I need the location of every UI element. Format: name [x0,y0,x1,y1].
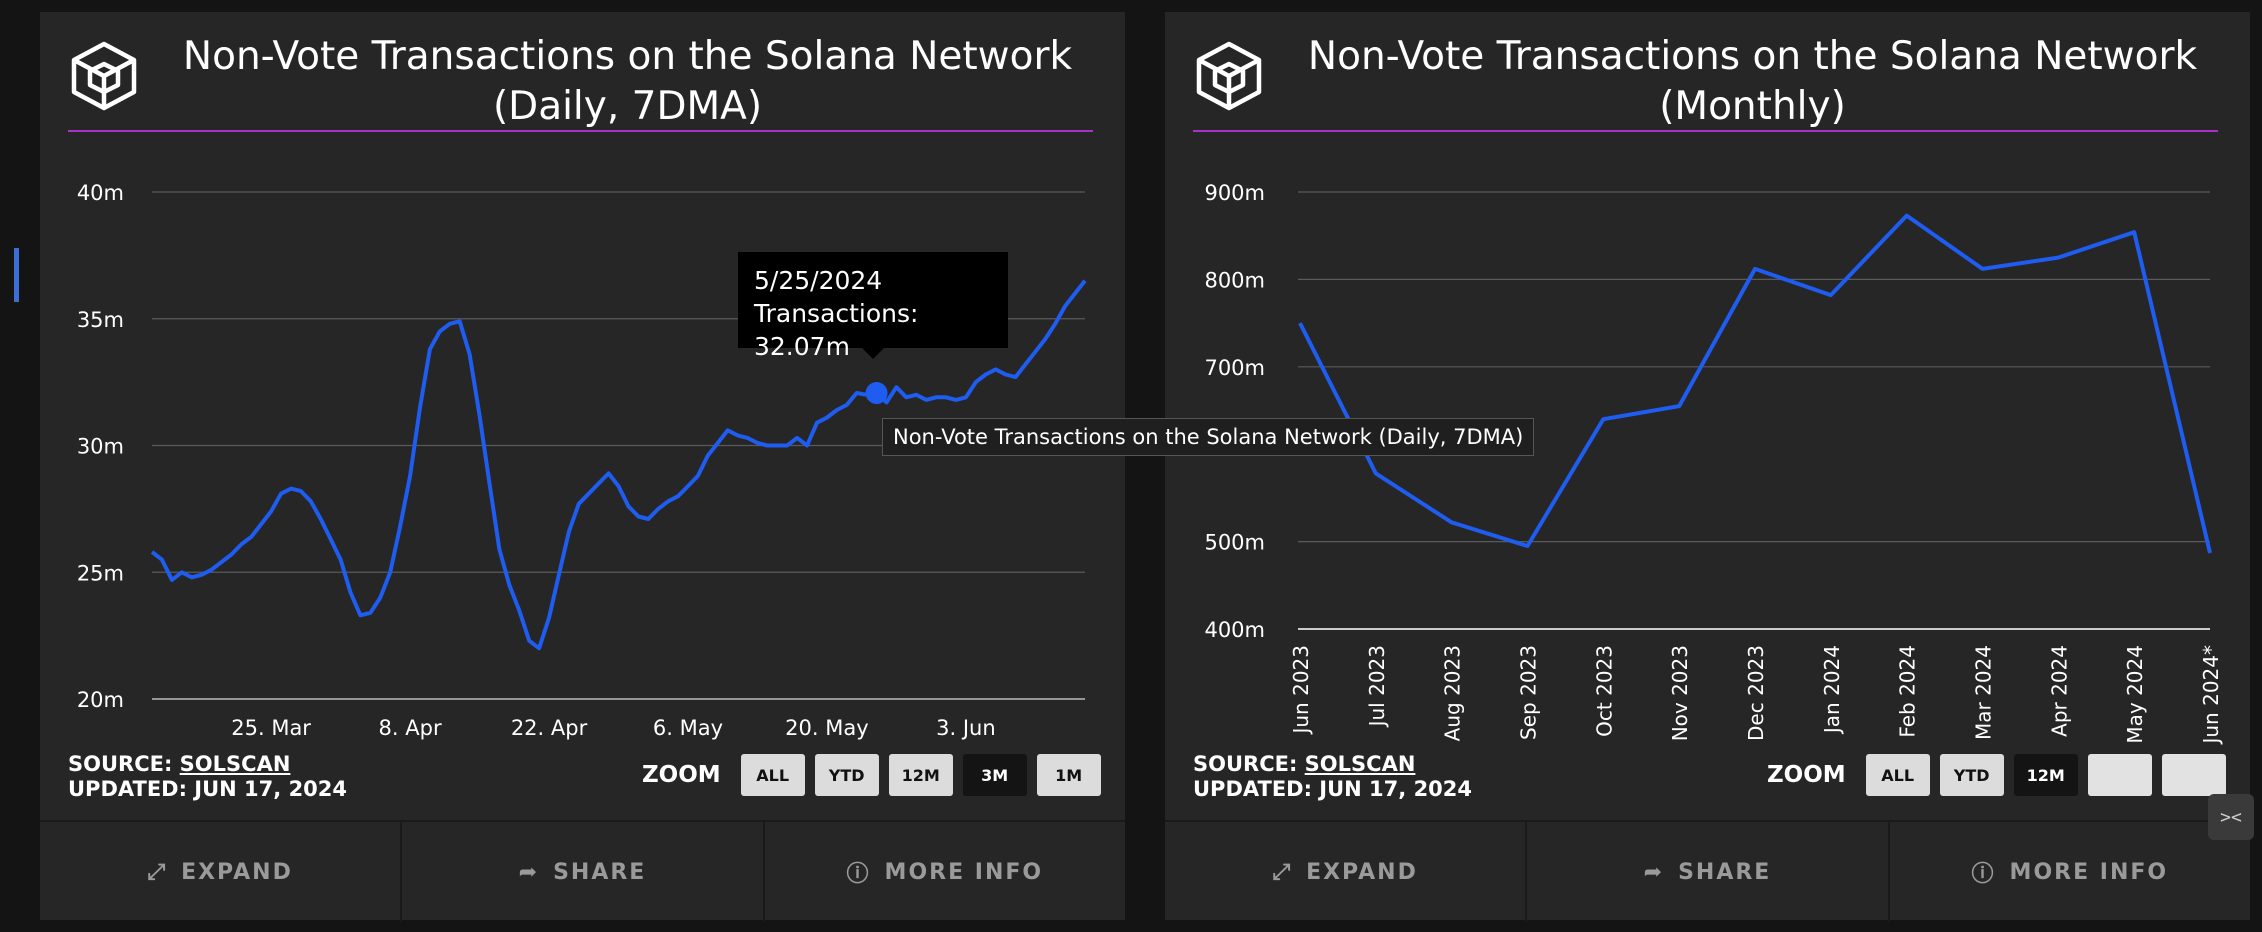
share-button[interactable]: ➦ SHARE [402,822,765,922]
collapse-widget-icon[interactable]: >< [2208,794,2254,840]
x-tick-label: Feb 2024 [1896,645,1920,738]
y-tick-label: 900m [1204,181,1265,205]
source-label: SOURCE: [1193,752,1298,776]
zoom-blank-button[interactable] [2161,754,2226,796]
expand-button[interactable]: ⤢ EXPAND [40,822,403,922]
card-footer: ⤢ EXPAND ➦ SHARE ⓘ MORE INFO [40,820,1125,922]
x-tick-label: Aug 2023 [1441,645,1465,741]
y-tick-label: 25m [77,561,124,585]
source-link[interactable]: SOLSCAN [1304,752,1416,776]
zoom-1m-button[interactable]: 1M [1036,754,1101,796]
x-tick-label: Jun 2023 [1289,645,1313,736]
updated-date: UPDATED: JUN 17, 2024 [1193,777,1473,801]
zoom-controls: ZOOM ALL YTD 12M 3M 1M [642,754,1101,796]
expand-label: EXPAND [181,859,293,885]
zoom-12m-button[interactable]: 12M [2013,754,2078,796]
card-footer: ⤢ EXPAND ➦ SHARE ⓘ MORE INFO [1165,820,2250,922]
x-tick-label: Nov 2023 [1668,645,1692,741]
chart-card-monthly: Non-Vote Transactions on the Solana Netw… [1165,12,2250,922]
card-header: Non-Vote Transactions on the Solana Netw… [40,12,1125,132]
series-name-tooltip: Non-Vote Transactions on the Solana Netw… [882,418,1535,456]
block-cube-logo-icon [1196,41,1262,111]
tooltip-value: Transactions: 32.07m [754,299,919,361]
x-tick-label: Jul 2023 [1365,645,1389,728]
share-label: SHARE [553,859,647,885]
chart-title-line2: (Daily, 7DMA) [492,84,763,129]
share-button[interactable]: ➦ SHARE [1527,822,1890,922]
series-line[interactable] [150,279,1087,651]
x-tick-label: Jan 2024 [1820,645,1844,735]
x-tick-label: 20. May [785,716,869,740]
daily-line-chart[interactable]: 20m 25m 30m 35m 40m 25. Mar 8. Apr 22. Apr 6. Ma… [40,142,1125,742]
zoom-ytd-button[interactable]: YTD [1939,754,2004,796]
zoom-all-button[interactable]: ALL [1865,754,1930,796]
x-tick-label: Apr 2024 [2047,645,2071,737]
x-tick-label: Dec 2023 [1744,645,1768,741]
x-tick-label: May 2024 [2123,645,2147,744]
highlight-point[interactable] [865,382,888,405]
updated-date: UPDATED: JUN 17, 2024 [68,777,348,801]
chart-title-line1: Non-Vote Transactions on the Solana Netw… [182,34,1073,79]
x-tick-label: Mar 2024 [1972,645,1996,740]
info-circle-icon: ⓘ [1971,862,1996,887]
source-info: SOURCE: SOLSCAN UPDATED: JUN 17, 2024 [68,752,347,802]
more-info-button[interactable]: ⓘ MORE INFO [765,822,1125,922]
y-tick-label: 30m [77,435,124,459]
expand-button[interactable]: ⤢ EXPAND [1165,822,1528,922]
source-label: SOURCE: [68,752,173,776]
side-accent-bar [14,248,19,302]
info-circle-icon: ⓘ [846,862,871,887]
chart-title-line1: Non-Vote Transactions on the Solana Netw… [1307,34,2198,79]
chart-title-line2: (Monthly) [1659,84,1846,129]
tooltip-date: 5/25/2024 [754,266,883,295]
source-link[interactable]: SOLSCAN [179,752,291,776]
series-line[interactable] [1298,213,2212,554]
y-tick-label: 20m [77,688,124,712]
source-info: SOURCE: SOLSCAN UPDATED: JUN 17, 2024 [1193,752,1472,802]
title-divider [68,130,1093,132]
zoom-ytd-button[interactable]: YTD [814,754,879,796]
monthly-line-chart[interactable]: 400m 500m 700m 800m 900m Jun 2023 Jul 2023 Aug … [1165,142,2250,752]
y-tick-label: 40m [77,181,124,205]
zoom-blank-button[interactable] [2087,754,2152,796]
zoom-all-button[interactable]: ALL [740,754,805,796]
x-tick-label: Oct 2023 [1592,645,1616,737]
chart-card-daily: Non-Vote Transactions on the Solana Netw… [40,12,1125,922]
chart-title: Non-Vote Transactions on the Solana Netw… [160,32,1095,132]
share-arrow-icon: ➦ [1643,859,1665,885]
y-tick-label: 35m [77,308,124,332]
more-info-label: MORE INFO [884,859,1044,885]
y-tick-label: 500m [1204,531,1265,555]
more-info-button[interactable]: ⓘ MORE INFO [1890,822,2250,922]
share-label: SHARE [1678,859,1772,885]
expand-arrows-icon: ⤢ [1272,859,1293,885]
data-point-tooltip: 5/25/2024 Transactions: 32.07m [738,252,1008,361]
x-tick-label: Jun 2024* [2199,645,2223,746]
y-tick-label: 700m [1204,356,1265,380]
tooltip-pointer [861,347,885,359]
x-tick-label: 3. Jun [936,716,996,740]
block-cube-logo-icon [71,41,137,111]
zoom-label: ZOOM [1767,762,1846,788]
expand-label: EXPAND [1306,859,1418,885]
y-tick-label: 400m [1204,618,1265,642]
zoom-12m-button[interactable]: 12M [888,754,953,796]
x-tick-label: 25. Mar [231,716,311,740]
title-divider [1193,130,2218,132]
more-info-label: MORE INFO [2009,859,2169,885]
zoom-label: ZOOM [642,762,721,788]
y-tick-label: 800m [1204,268,1265,292]
zoom-controls: ZOOM ALL YTD 12M [1767,754,2226,796]
x-tick-label: 22. Apr [511,716,588,740]
chart-title: Non-Vote Transactions on the Solana Netw… [1285,32,2220,132]
x-tick-label: 6. May [653,716,723,740]
zoom-3m-button[interactable]: 3M [962,754,1027,796]
expand-arrows-icon: ⤢ [147,859,168,885]
x-tick-label: Sep 2023 [1517,645,1541,740]
x-tick-label: 8. Apr [379,716,442,740]
share-arrow-icon: ➦ [518,859,540,885]
card-header: Non-Vote Transactions on the Solana Netw… [1165,12,2250,132]
